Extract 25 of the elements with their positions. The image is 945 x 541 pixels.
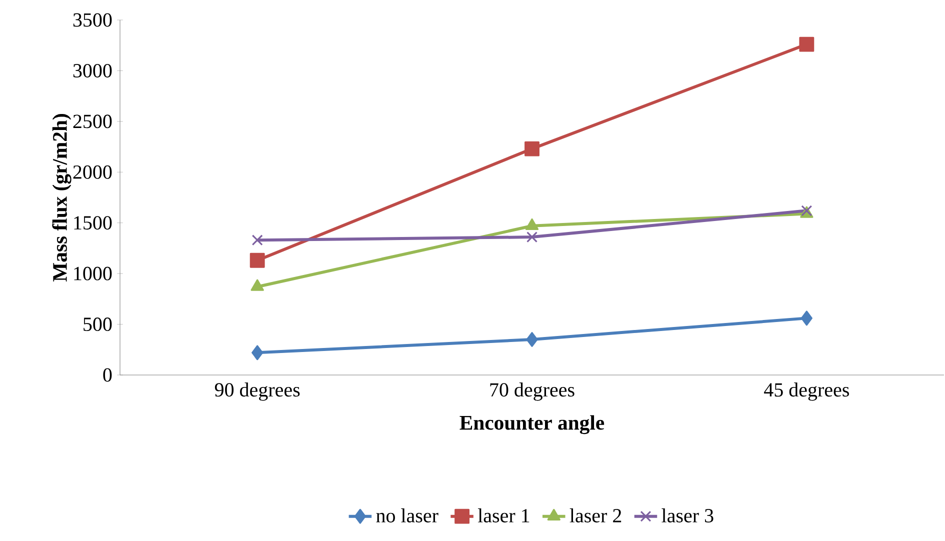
x-axis-title: Encounter angle: [460, 415, 604, 434]
y-axis-title: Mass flux (gr/m2h): [52, 114, 72, 282]
point: [252, 234, 263, 246]
point: [526, 332, 538, 347]
y-tick-label: 2500: [73, 114, 112, 128]
point: [524, 141, 540, 156]
y-tick-label: 1000: [74, 266, 112, 280]
legend-label: laser 1: [478, 508, 530, 522]
y-tick-label: 1500: [74, 216, 112, 230]
y-tick-label: 3500: [73, 13, 112, 27]
point: [250, 252, 265, 268]
point: [800, 310, 812, 326]
y-tick-label: 2000: [73, 165, 112, 179]
point: [526, 232, 538, 243]
legend-label: no laser: [376, 508, 438, 522]
point: [799, 36, 814, 52]
x-tick-label: 45 degrees: [764, 382, 849, 401]
x-tick-label: 90 degrees: [214, 382, 300, 401]
legend-label: laser 3: [662, 508, 714, 522]
y-tick-label: 3000: [73, 64, 112, 78]
point: [252, 345, 264, 360]
y-tick-label: 500: [84, 318, 112, 332]
legend-label: laser 2: [570, 508, 622, 522]
x-tick-label: 70 degrees: [490, 382, 574, 401]
y-tick-label: 0: [103, 368, 112, 382]
